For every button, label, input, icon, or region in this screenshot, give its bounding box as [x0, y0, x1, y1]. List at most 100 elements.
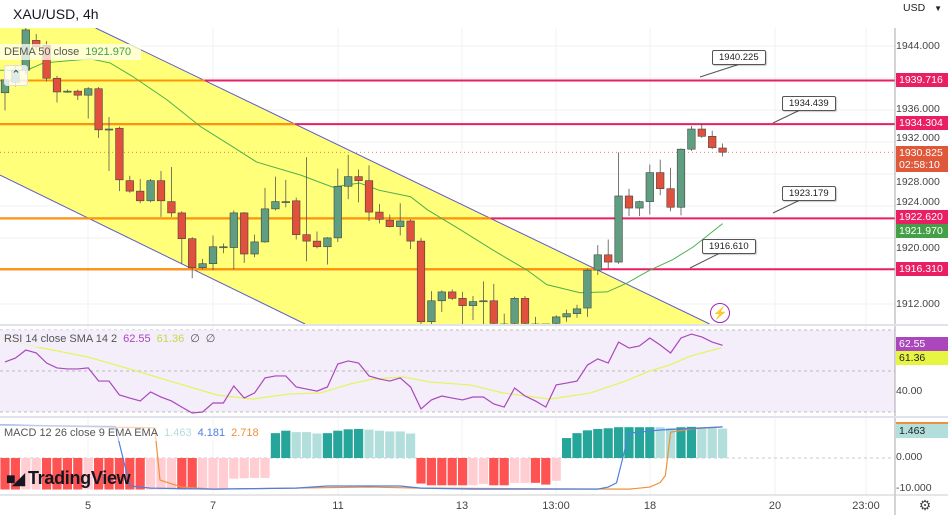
candle	[115, 126, 124, 192]
bar-countdown: 02:58:10	[899, 159, 940, 171]
macd-histogram-bar	[510, 458, 520, 483]
candle	[94, 87, 103, 138]
price-tick: 1932.000	[896, 132, 940, 144]
macd-histogram-bar	[416, 458, 426, 484]
candle	[354, 169, 363, 203]
macd-histogram-bar	[73, 458, 83, 490]
candle-body	[312, 240, 322, 248]
candle-body	[219, 246, 228, 249]
candle-body	[624, 195, 634, 209]
price-callout[interactable]: 1934.439	[782, 96, 836, 111]
price-callout[interactable]: 1940.225	[712, 50, 766, 65]
candle	[208, 235, 218, 271]
macd-legend[interactable]: MACD 12 26 close 9 EMA EMA 1.463 4.181 2.71…	[0, 425, 269, 441]
candle-body	[188, 238, 197, 269]
candle-body	[323, 237, 332, 248]
candles	[0, 28, 727, 324]
macd-histogram-bar	[291, 432, 301, 458]
macd-signal-value: 2.718	[231, 427, 259, 439]
dema-line	[0, 58, 723, 294]
candle	[489, 283, 498, 324]
rsi-sma-badge: 61.36	[896, 351, 948, 365]
candle	[614, 152, 623, 264]
rsi-legend-extra2: ∅	[205, 333, 216, 345]
candle-body	[115, 127, 124, 181]
macd-histogram-bar	[125, 458, 135, 490]
macd-histogram-bar	[614, 427, 624, 458]
horizontal-levels	[0, 63, 895, 271]
tradingview-logo: ■◢ TradingView	[6, 467, 131, 491]
candle-body	[73, 90, 82, 96]
currency-dropdown[interactable]: USD ▼	[903, 2, 942, 14]
rsi-legend[interactable]: RSI 14 close SMA 14 2 62.55 61.36 ∅ ∅	[0, 330, 226, 347]
callout-pointer	[689, 252, 721, 269]
candle	[458, 291, 467, 324]
rsi-line	[4, 333, 723, 414]
candle	[583, 268, 592, 317]
macd-histogram-bar	[187, 458, 197, 490]
price-callout[interactable]: 1923.179	[782, 186, 836, 201]
candle	[333, 168, 342, 242]
macd-histogram-bar	[406, 433, 416, 458]
candle	[146, 179, 155, 203]
macd-hist-value: 1.463	[164, 427, 192, 439]
macd-histogram-bar	[395, 431, 405, 458]
macd-histogram-bar	[551, 458, 561, 481]
candle	[167, 166, 176, 217]
price-callout[interactable]: 1916.610	[702, 239, 756, 254]
macd-histogram-bar	[686, 426, 696, 458]
candle	[656, 159, 665, 196]
candle-body	[385, 219, 394, 227]
macd-tick: -10.000	[896, 482, 932, 494]
dema-legend[interactable]: DEMA 50 close 1921.970	[0, 44, 142, 60]
price-tick: 1944.000	[896, 40, 940, 52]
macd-histogram-bar	[645, 427, 655, 458]
gear-icon[interactable]: ⚙	[918, 497, 932, 513]
collapse-legend-button[interactable]: ⌃	[4, 65, 28, 86]
level-badge: 1934.304	[896, 116, 948, 130]
candle	[500, 313, 509, 324]
time-label: 20	[768, 500, 782, 512]
macd-histogram-bar	[385, 431, 395, 458]
macd-histogram-bar	[593, 428, 603, 458]
macd-histogram-bar	[666, 427, 676, 458]
macd-tick: 0.000	[896, 451, 923, 463]
candle	[666, 167, 675, 212]
descending-channel	[0, 28, 710, 324]
rsi-badge: 62.55	[896, 337, 948, 351]
macd-histogram-bar	[83, 458, 93, 490]
candle	[406, 219, 415, 250]
macd-hist-badge: 1.463	[896, 422, 948, 438]
candle-body	[676, 148, 686, 208]
macd-histogram-bar	[281, 430, 291, 458]
macd-histogram-bar	[0, 458, 10, 490]
candle-body	[125, 180, 134, 192]
macd-histogram-bar	[166, 458, 176, 490]
candle-body	[156, 180, 166, 202]
candle	[156, 170, 166, 217]
candle-body	[593, 254, 602, 271]
lightning-icon[interactable]: ⚡	[710, 303, 730, 323]
candle	[250, 234, 259, 258]
macd-histogram-bar	[250, 458, 260, 478]
candle-body	[718, 147, 727, 153]
candle	[229, 210, 238, 270]
dema-polyline	[0, 58, 723, 294]
candle	[344, 154, 353, 200]
price-tick: 1920.000	[896, 242, 940, 254]
macd-histogram-bar	[572, 433, 582, 458]
macd-histogram-bar	[31, 458, 41, 490]
macd-histogram-bar	[104, 458, 114, 490]
candle	[531, 316, 540, 324]
candle-body	[458, 298, 467, 306]
macd-histogram-bar	[312, 433, 322, 458]
time-label: 7	[209, 500, 217, 512]
macd-legend-label: MACD 12 26 close 9 EMA EMA	[4, 427, 159, 439]
candle	[302, 157, 311, 262]
macd-histogram-bar	[21, 458, 31, 490]
macd-histogram-bar	[62, 458, 72, 490]
candle	[198, 258, 207, 270]
logo-text: TradingView	[27, 468, 131, 488]
macd-histogram-bar	[208, 458, 218, 490]
